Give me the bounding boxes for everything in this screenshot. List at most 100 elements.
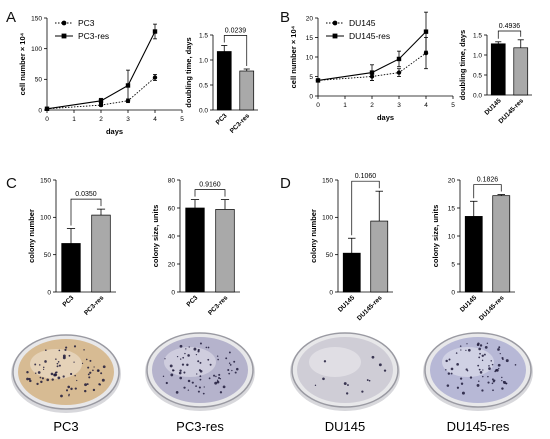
colony-dot (196, 373, 198, 375)
colony-dot (450, 372, 453, 375)
x-tick-label: 1 (343, 102, 347, 109)
p-value-label: 0.1826 (477, 177, 499, 184)
colony-dot (193, 347, 197, 351)
y-tick-label: 20 (168, 261, 176, 268)
colony-dot (447, 372, 451, 375)
colony-dot (460, 349, 462, 351)
y-tick-label: 150 (40, 177, 51, 184)
y-tick-label: 15 (448, 205, 456, 212)
colony-dot (35, 372, 37, 374)
colony-dot (28, 377, 31, 381)
colony-dot (171, 369, 175, 372)
x-tick-label: 1 (72, 116, 76, 123)
petri-dish: DU145 (290, 332, 400, 434)
colony-dot (215, 375, 217, 378)
colony-dot (343, 382, 347, 385)
data-point (152, 75, 158, 80)
bar-chart-B-doubling: 0.0 0.5 1.0 1.5 doubling time, days DU145DU14… (458, 23, 532, 125)
colony-dot (65, 389, 69, 392)
colony-dot (501, 387, 504, 390)
colony-dot (219, 378, 222, 380)
y-tick-label: 60 (168, 205, 176, 212)
colony-dot (56, 365, 59, 368)
colony-dot (233, 360, 236, 363)
colony-dot (70, 372, 73, 376)
colony-dot (89, 371, 92, 374)
series-line (46, 77, 156, 110)
colony-dot (483, 353, 486, 356)
y-tick-label: 150 (322, 177, 333, 184)
y-tick-label: 0.0 (199, 107, 208, 114)
colony-dot (55, 358, 57, 360)
colony-dot (497, 348, 500, 351)
colony-dot (347, 384, 349, 386)
colony-dot (199, 375, 202, 378)
colony-dot (41, 377, 44, 380)
y-tick-label: 1.5 (199, 32, 208, 39)
colony-dot (477, 342, 480, 345)
x-category-label: DU145-res (497, 97, 525, 125)
colony-dot (195, 385, 197, 388)
colony-dot (187, 389, 190, 391)
bar (61, 243, 81, 293)
y-tick-label: 0.0 (473, 92, 482, 99)
x-category-label: PC3 (62, 294, 76, 308)
bar (370, 220, 389, 293)
colony-dot (99, 383, 101, 386)
x-category-label: PC3-res (207, 294, 230, 317)
colony-dot (497, 363, 501, 367)
bar (490, 43, 506, 96)
colony-dot (231, 369, 233, 372)
dish-label: DU145-res (447, 419, 510, 434)
y-axis-label: colony number (309, 209, 318, 263)
bar-chart-C-colony-size: 0 20 40 60 80 colony size, units PC3 PC3-res 0.9… (151, 177, 240, 317)
bar-chart-D-colony-number: 0 50 100 150 colony number DU145 DU145-res 0.10… (309, 173, 393, 322)
colony-dot (182, 356, 185, 359)
colony-dot (58, 349, 61, 352)
x-axis-label: days (377, 113, 394, 122)
colony-dot (459, 377, 463, 380)
legend-label: DU145-res (349, 31, 390, 41)
colony-dot (492, 389, 494, 392)
y-tick-label: 10 (448, 233, 456, 240)
colony-dot (478, 368, 481, 371)
x-tick-label: 2 (99, 116, 103, 123)
colony-dot (465, 368, 468, 371)
bar (215, 209, 235, 293)
colony-dot (199, 361, 202, 364)
colony-dot (100, 372, 103, 375)
significance-bracket (351, 180, 380, 236)
colony-dot (216, 355, 219, 357)
colony-dot (74, 374, 76, 377)
colony-dot (26, 370, 29, 374)
colony-dot (202, 392, 205, 395)
y-tick-label: 0 (38, 107, 42, 114)
colony-dot (235, 367, 239, 371)
colony-dot (455, 352, 458, 354)
colony-dot (170, 373, 174, 377)
panel-label-d: D (280, 175, 291, 192)
colony-dot (450, 367, 454, 371)
colony-dot (205, 346, 208, 349)
colony-dot (501, 356, 504, 360)
bar (342, 252, 361, 293)
petri-dish: PC3 (11, 334, 121, 434)
x-axis-label: days (106, 127, 123, 136)
bar (239, 70, 255, 111)
colony-dot (378, 363, 382, 367)
x-category-label: DU145 (337, 294, 357, 314)
colony-dot (68, 393, 70, 396)
panel-label-c: C (6, 175, 17, 192)
dish-label: PC3-res (176, 419, 224, 434)
colony-dot (448, 358, 451, 361)
colony-dot (188, 346, 190, 348)
colony-dot (488, 367, 491, 370)
colony-dot (228, 362, 231, 365)
colony-dot (176, 356, 179, 358)
colony-dot (476, 383, 480, 387)
colony-dot (345, 392, 349, 395)
p-value-label: 0.4936 (499, 23, 521, 30)
colony-dot (40, 380, 43, 384)
y-tick-label: 0 (309, 93, 313, 100)
